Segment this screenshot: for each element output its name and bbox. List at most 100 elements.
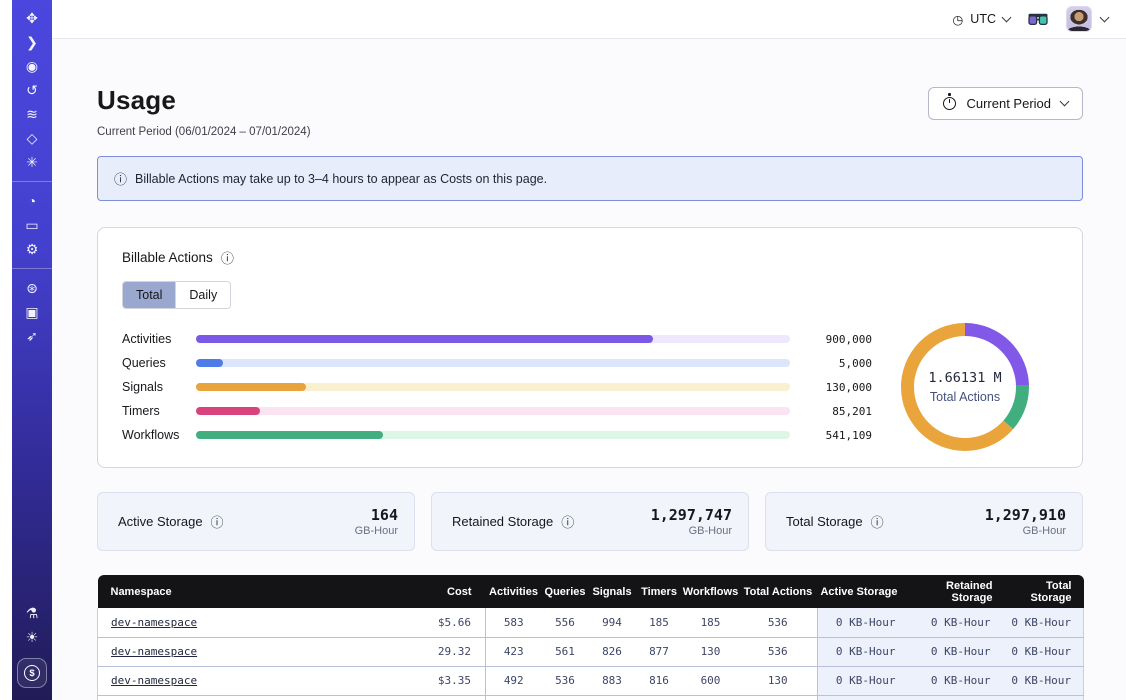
bar-chart: Activities 900,000 Queries 5,000 bbox=[122, 327, 872, 447]
info-icon[interactable]: ⓘ bbox=[561, 515, 575, 530]
storage-unit: GB-Hour bbox=[688, 525, 732, 537]
cell-queries: 561 bbox=[541, 637, 589, 667]
period-selector-button[interactable]: Current Period bbox=[928, 87, 1083, 120]
billing-card-icon[interactable]: ▭ bbox=[25, 217, 39, 233]
flask-icon[interactable]: ⚗ bbox=[25, 605, 39, 621]
namespace-link[interactable]: dev-namespace bbox=[111, 645, 198, 658]
tab-total[interactable]: Total bbox=[123, 282, 176, 308]
main-area: ◷ UTC Usage Current Period (06/01/2024 –… bbox=[52, 0, 1126, 700]
info-icon[interactable]: ⓘ bbox=[210, 515, 224, 530]
storage-value: 164 bbox=[370, 506, 398, 524]
rocket-icon[interactable]: ➶ bbox=[26, 328, 38, 344]
bar-track bbox=[196, 359, 790, 367]
bar-row-signals: Signals 130,000 bbox=[122, 375, 872, 399]
timezone-label: UTC bbox=[970, 12, 996, 26]
title-block: Usage Current Period (06/01/2024 – 07/01… bbox=[97, 85, 311, 138]
cell-total-actions: 536 bbox=[738, 608, 818, 638]
period-button-label: Current Period bbox=[966, 96, 1051, 111]
gear-icon[interactable]: ⚙ bbox=[25, 241, 39, 257]
bar-label: Activities bbox=[122, 332, 172, 346]
table-header-row: Namespace Cost Activities Queries Signal… bbox=[97, 575, 1084, 608]
cell-timers bbox=[635, 695, 683, 700]
table-row: dev-namespace $3.35 492 536 883 816 600 … bbox=[97, 666, 1084, 696]
table-row: dev-namespace $5.66 583 556 994 185 185 … bbox=[97, 608, 1084, 638]
gauge-icon[interactable]: ◔ bbox=[27, 193, 37, 209]
temporal-logo-icon[interactable]: ✥ bbox=[26, 10, 38, 26]
history-icon[interactable]: ↺ bbox=[26, 82, 38, 98]
cell-activities bbox=[485, 695, 542, 700]
active-storage-card: Active Storage ⓘ 164 GB-Hour bbox=[97, 492, 415, 551]
donut-chart-wrap: 1.66131 M Total Actions bbox=[872, 323, 1058, 451]
cell-cost: $5.66 bbox=[397, 608, 486, 638]
cube-icon[interactable]: ◇ bbox=[26, 130, 38, 146]
cell-workflows: 600 bbox=[682, 666, 739, 696]
namespace-link[interactable]: dev-namespace bbox=[111, 615, 198, 629]
goggles-icon[interactable] bbox=[1028, 13, 1048, 26]
total-storage-card: Total Storage ⓘ 1,297,910 GB-Hour bbox=[765, 492, 1083, 551]
avatar[interactable] bbox=[1066, 6, 1092, 32]
billable-actions-chart: Activities 900,000 Queries 5,000 bbox=[122, 323, 1058, 451]
info-icon: ⓘ bbox=[114, 172, 128, 187]
storage-value-block: 1,297,910 GB-Hour bbox=[985, 506, 1066, 537]
cell-signals: 826 bbox=[588, 637, 636, 667]
lifebuoy-icon[interactable]: ⊛ bbox=[26, 280, 38, 296]
col-signals: Signals bbox=[588, 575, 636, 608]
sun-icon[interactable]: ☀ bbox=[25, 629, 39, 645]
donut-chart: 1.66131 M Total Actions bbox=[901, 323, 1029, 451]
cell-total-actions bbox=[738, 695, 818, 700]
cell-signals: 994 bbox=[588, 608, 636, 638]
retained-storage-card: Retained Storage ⓘ 1,297,747 GB-Hour bbox=[431, 492, 749, 551]
cell-active-storage: 0 KB-Hour bbox=[817, 666, 908, 696]
timezone-selector[interactable]: ◷ UTC bbox=[952, 12, 1012, 27]
bar-row-queries: Queries 5,000 bbox=[122, 351, 872, 375]
info-icon[interactable]: ⓘ bbox=[870, 515, 884, 530]
table-row: dev-namespace 29.32 423 561 826 877 130 … bbox=[97, 637, 1084, 667]
layers-icon[interactable]: ≋ bbox=[26, 106, 38, 122]
chevron-right-icon[interactable]: ❯ bbox=[26, 34, 38, 50]
bar-label: Signals bbox=[122, 380, 163, 394]
tab-daily[interactable]: Daily bbox=[175, 282, 231, 308]
storage-value-block: 164 GB-Hour bbox=[355, 506, 398, 537]
cell-retained-storage bbox=[907, 695, 1003, 700]
usage-billing-button[interactable]: $ bbox=[17, 658, 47, 688]
asterisk-icon[interactable]: ✳ bbox=[26, 154, 38, 170]
total-actions-value: 1.66131 M bbox=[928, 370, 1002, 386]
info-icon[interactable]: ⓘ bbox=[220, 251, 234, 266]
chevron-down-icon bbox=[1059, 96, 1070, 107]
cell-workflows bbox=[682, 695, 739, 700]
storage-unit: GB-Hour bbox=[354, 525, 398, 537]
cell-cost bbox=[397, 695, 486, 700]
col-retained-storage: Retained Storage bbox=[907, 575, 1003, 608]
cell-active-storage: 0 KB-Hour bbox=[817, 637, 908, 667]
billable-actions-title: Billable Actions ⓘ bbox=[122, 248, 1058, 267]
cell-timers: 816 bbox=[635, 666, 683, 696]
terminal-icon[interactable]: ▣ bbox=[25, 304, 39, 320]
cell-total-storage: 0 KB-Hour bbox=[1002, 608, 1084, 638]
storage-label: Active Storage ⓘ bbox=[118, 512, 224, 531]
billable-actions-card: Billable Actions ⓘ Total Daily Activitie… bbox=[97, 227, 1083, 468]
storage-label: Total Storage ⓘ bbox=[786, 512, 884, 531]
cell-namespace: dev-namespace bbox=[97, 637, 398, 667]
bar-value: 900,000 bbox=[825, 332, 872, 346]
table-row: dev-namespace bbox=[97, 695, 1084, 700]
billable-actions-title-text: Billable Actions bbox=[122, 250, 213, 265]
col-cost: Cost bbox=[397, 575, 486, 608]
bar-value: 130,000 bbox=[825, 380, 872, 394]
bar-label: Workflows bbox=[122, 428, 180, 442]
topbar: ◷ UTC bbox=[52, 0, 1126, 39]
sidebar-divider bbox=[12, 268, 52, 269]
cell-namespace: dev-namespace bbox=[97, 695, 398, 700]
eye-icon[interactable]: ◉ bbox=[25, 58, 39, 74]
page-header: Usage Current Period (06/01/2024 – 07/01… bbox=[97, 85, 1083, 138]
bar-label: Queries bbox=[122, 356, 166, 370]
namespace-link[interactable]: dev-namespace bbox=[111, 674, 198, 687]
cell-queries: 536 bbox=[541, 666, 589, 696]
info-banner-text: Billable Actions may take up to 3–4 hour… bbox=[135, 171, 548, 186]
namespace-usage-table: Namespace Cost Activities Queries Signal… bbox=[97, 575, 1084, 700]
account-menu[interactable] bbox=[1066, 6, 1110, 32]
bar-track bbox=[196, 335, 790, 343]
storage-label-text: Total Storage bbox=[786, 514, 863, 529]
bar-fill bbox=[196, 335, 654, 343]
storage-unit: GB-Hour bbox=[1022, 525, 1066, 537]
col-timers: Timers bbox=[635, 575, 683, 608]
